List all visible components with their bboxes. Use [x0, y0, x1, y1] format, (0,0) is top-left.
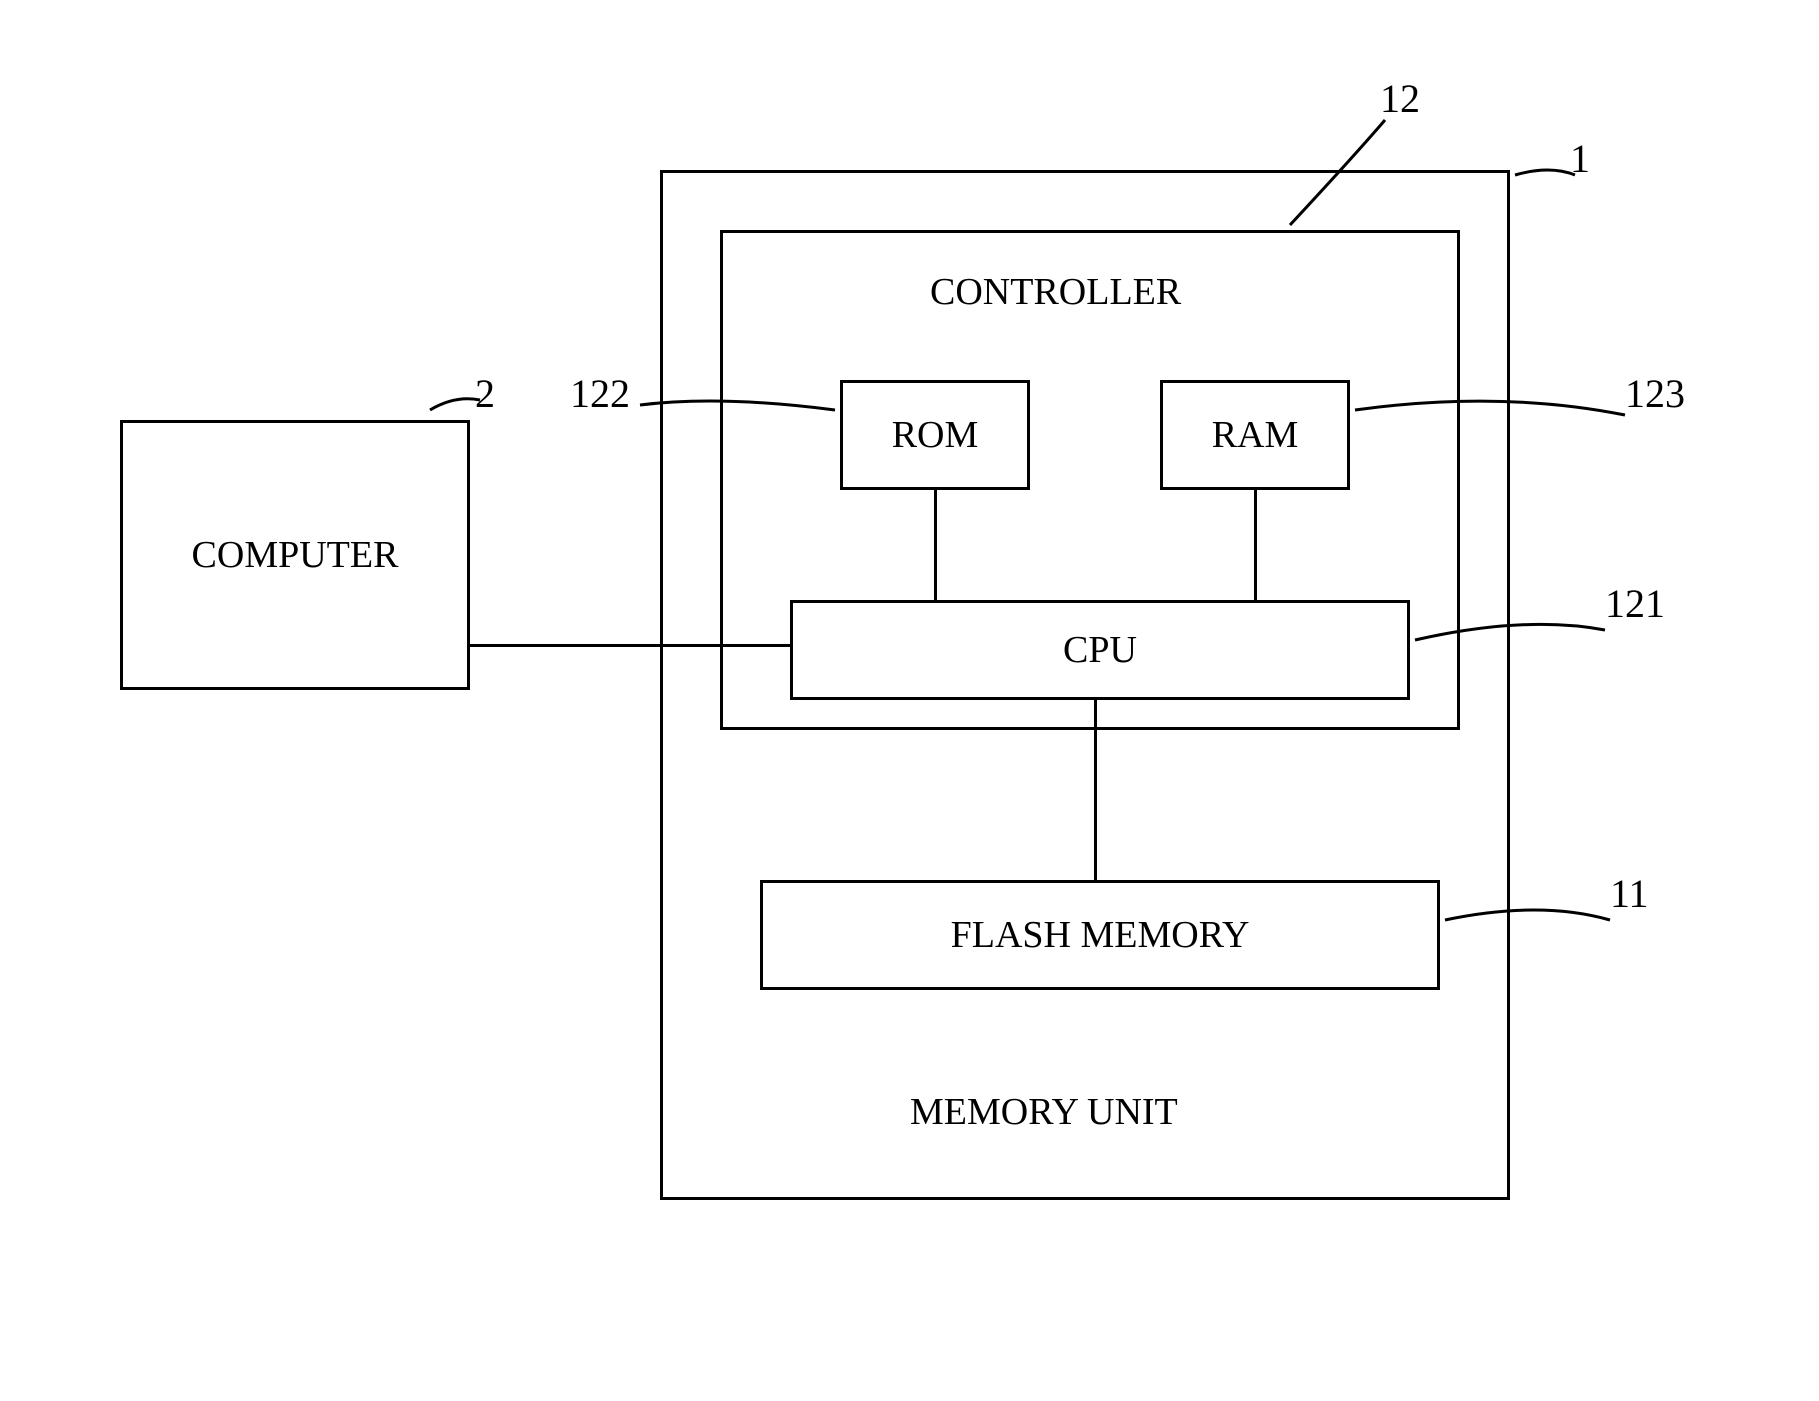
leader-11: [0, 0, 1819, 1401]
leader-path-11: [1445, 910, 1610, 920]
ref-11: 11: [1610, 870, 1649, 917]
